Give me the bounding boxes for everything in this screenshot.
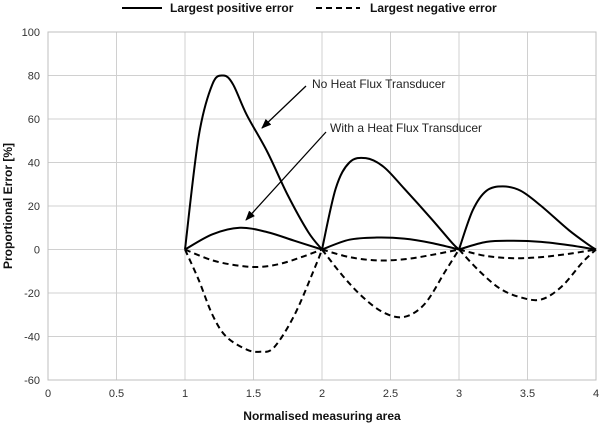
- x-tick-label: 1: [182, 388, 188, 400]
- y-tick-label: 80: [28, 71, 40, 83]
- y-tick-label: 100: [22, 27, 40, 39]
- series-line-2: [184, 226, 597, 251]
- x-axis-title: Normalised measuring area: [243, 409, 401, 423]
- legend-label-positive: Largest positive error: [170, 1, 294, 15]
- series-line-3: [184, 248, 597, 269]
- series-line-4: [184, 248, 597, 353]
- annotation-arrow-with-hft: [245, 131, 327, 221]
- x-tick-label: 3: [456, 388, 462, 400]
- tick-labels: 0 0.5 1 1.5 2 2.5 3 3.5 4 -60 -40 -20 0 20 40 60 80 100: [22, 27, 599, 400]
- y-tick-label: 0: [34, 245, 40, 257]
- legend: Largest positive error Largest negative …: [122, 1, 497, 15]
- y-tick-label: 20: [28, 201, 40, 213]
- x-tick-label: 3.5: [520, 388, 535, 400]
- x-tick-label: 1.5: [246, 388, 261, 400]
- annotation-arrow-no-hft: [261, 85, 307, 129]
- y-tick-label: 60: [28, 114, 40, 126]
- y-axis-title: Proportional Error [%]: [1, 143, 15, 269]
- legend-label-negative: Largest negative error: [370, 1, 497, 15]
- x-tick-label: 4: [593, 388, 599, 400]
- annotation-no-hft: No Heat Flux Transducer: [312, 77, 445, 91]
- x-tick-label: 2.5: [383, 388, 398, 400]
- series-group: [184, 74, 597, 353]
- x-tick-label: 0.5: [109, 388, 124, 400]
- y-tick-label: 40: [28, 158, 40, 170]
- y-tick-label: -40: [24, 332, 40, 344]
- annotation-with-hft: With a Heat Flux Transducer: [330, 121, 482, 135]
- plot-frame: [47, 31, 597, 381]
- series-line-1: [184, 74, 597, 251]
- y-tick-label: -60: [24, 375, 40, 387]
- x-tick-label: 2: [319, 388, 325, 400]
- x-tick-label: 0: [45, 388, 51, 400]
- y-tick-label: -20: [24, 288, 40, 300]
